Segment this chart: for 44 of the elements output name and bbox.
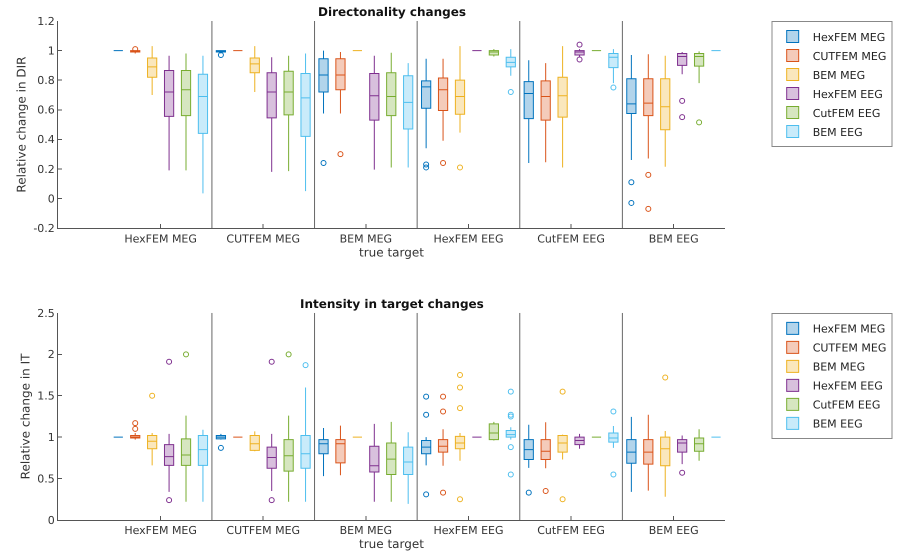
legend-label: CUTFEM MEG	[812, 342, 886, 355]
legend-label: BEM EEG	[812, 126, 863, 139]
chart-title: Intensity in target changes	[300, 297, 484, 311]
x-tick-label: BEM EEG	[648, 232, 699, 246]
chart-title: Directonality changes	[318, 5, 466, 19]
legend-label: HexFEM EEG	[812, 380, 883, 393]
y-axis-title: Relative change in DIR	[14, 56, 29, 193]
x-tick-label: CutFEM EEG	[537, 524, 605, 538]
x-tick-label: HexFEM MEG	[124, 232, 197, 246]
legend-label: CUTFEM MEG	[812, 50, 886, 63]
y-tick-label: 1.2	[37, 14, 55, 28]
y-tick-label: 2	[48, 348, 55, 362]
y-tick-label: 0.5	[37, 472, 55, 486]
y-tick-label: 0.2	[37, 162, 55, 176]
x-tick-label: HexFEM EEG	[433, 232, 504, 246]
y-tick-label: 1.5	[37, 390, 55, 403]
x-tick-label: CutFEM EEG	[537, 232, 605, 246]
y-axis-title: Relative change in IT	[18, 352, 33, 480]
x-axis-title: true target	[359, 537, 424, 552]
x-tick-label: CUTFEM MEG	[226, 232, 300, 246]
legend-label: CutFEM EEG	[812, 106, 880, 120]
x-tick-label: HexFEM MEG	[124, 524, 197, 538]
x-axis-title: true target	[359, 245, 424, 260]
y-tick-label: 0.4	[37, 133, 55, 146]
x-tick-label: BEM MEG	[340, 232, 392, 246]
legend-label: HexFEM MEG	[812, 322, 886, 336]
legend-label: HexFEM EEG	[812, 88, 883, 101]
legend-label: BEM MEG	[812, 360, 866, 374]
legend-label: CutFEM EEG	[812, 398, 880, 412]
y-tick-label: -0.2	[33, 222, 55, 235]
y-tick-label: 1	[48, 431, 55, 444]
legend-label: HexFEM MEG	[812, 30, 886, 44]
y-tick-label: 0	[48, 192, 55, 206]
y-tick-label: 0.8	[37, 74, 55, 88]
y-tick-label: 0	[48, 514, 55, 527]
legend-label: BEM MEG	[812, 68, 866, 82]
x-tick-label: BEM EEG	[648, 524, 699, 538]
y-tick-label: 0.6	[37, 104, 55, 117]
x-tick-label: CUTFEM MEG	[226, 524, 300, 538]
x-tick-label: HexFEM EEG	[433, 524, 504, 538]
legend-label: BEM EEG	[812, 418, 863, 431]
y-tick-label: 2.5	[37, 306, 55, 320]
y-tick-label: 1	[48, 44, 55, 58]
x-tick-label: BEM MEG	[340, 524, 392, 538]
